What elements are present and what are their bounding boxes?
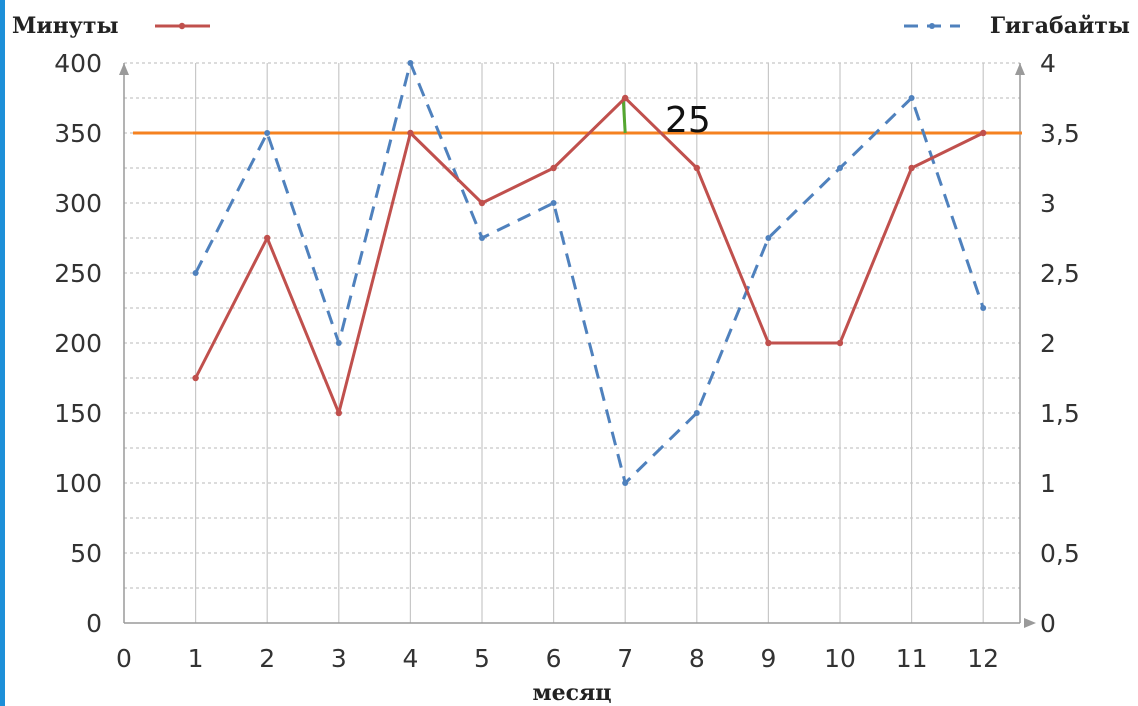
minutes-point <box>693 164 700 172</box>
y-tick-label-left: 0 <box>86 609 102 638</box>
x-tick-label: 7 <box>617 644 633 673</box>
gigabytes-point <box>407 60 414 66</box>
gigabytes-point <box>192 270 199 276</box>
legend-marker-minutes <box>178 22 186 30</box>
y-axis-left-arrow <box>119 63 129 75</box>
y-tick-label-right: 1 <box>1040 469 1056 498</box>
minutes-point <box>264 234 271 242</box>
gigabytes-point <box>908 95 915 101</box>
gigabytes-point <box>335 340 342 346</box>
y-tick-label-right: 3,5 <box>1040 119 1080 148</box>
minutes-point <box>478 199 486 207</box>
y-tick-label-left: 200 <box>54 329 102 358</box>
y-tick-label-right: 2,5 <box>1040 259 1080 288</box>
difference-label: 25 <box>665 100 711 141</box>
grid <box>124 62 1020 623</box>
minutes-point <box>407 129 414 137</box>
minutes-point <box>980 129 987 137</box>
x-tick-label: 0 <box>116 644 132 673</box>
axes <box>119 63 1036 628</box>
gigabytes-point <box>479 235 485 241</box>
x-tick-label: 6 <box>546 644 562 673</box>
y-tick-label-left: 100 <box>54 469 102 498</box>
y-tick-label-right: 0 <box>1040 609 1056 638</box>
y-tick-label-left: 350 <box>54 119 102 148</box>
legend-label-gigabytes: Гигабайты <box>990 13 1130 39</box>
minutes-point <box>836 339 844 347</box>
y-tick-label-left: 250 <box>54 259 102 288</box>
y-tick-label-left: 150 <box>54 399 102 428</box>
y-axis-right-arrow <box>1015 63 1025 75</box>
y-tick-label-left: 300 <box>54 189 102 218</box>
gigabytes-point <box>550 200 557 206</box>
gigabytes-point <box>622 480 629 486</box>
difference-marker <box>621 97 627 134</box>
left-edge-strip <box>0 0 5 706</box>
gigabytes-point <box>264 130 271 136</box>
y-tick-label-right: 2 <box>1040 329 1056 358</box>
legend: Минуты Гигабайты <box>12 13 1130 39</box>
reference-layer <box>133 97 1022 135</box>
y-tick-label-right: 4 <box>1040 49 1056 78</box>
x-axis-arrow <box>1024 618 1036 628</box>
series-line-gigabytes <box>194 61 985 485</box>
x-axis-title: месяц <box>532 680 611 706</box>
x-tick-label: 2 <box>259 644 275 673</box>
x-tick-label: 11 <box>896 644 928 673</box>
y-tick-label-right: 3 <box>1040 189 1056 218</box>
gigabytes-point <box>837 165 843 171</box>
series-layer <box>192 60 987 486</box>
gigabytes-point <box>693 410 700 416</box>
legend-label-minutes: Минуты <box>12 13 119 39</box>
minutes-point <box>192 374 199 382</box>
x-tick-label: 8 <box>689 644 705 673</box>
legend-marker-gigabytes <box>929 23 935 29</box>
x-tick-label: 1 <box>188 644 204 673</box>
minutes-point <box>335 409 342 417</box>
y-tick-label-left: 50 <box>70 539 102 568</box>
x-tick-label: 9 <box>760 644 776 673</box>
tick-labels: 05010015020025030035040000,511,522,533,5… <box>54 49 1079 673</box>
gigabytes-point <box>980 305 987 311</box>
y-tick-label-left: 400 <box>54 49 102 78</box>
minutes-point <box>908 164 915 172</box>
minutes-point <box>622 94 629 102</box>
x-tick-label: 10 <box>824 644 856 673</box>
minutes-point <box>550 164 557 172</box>
x-tick-label: 12 <box>967 644 999 673</box>
x-tick-label: 4 <box>402 644 418 673</box>
x-tick-label: 5 <box>474 644 490 673</box>
series-line-minutes <box>194 96 984 415</box>
x-tick-label: 3 <box>331 644 347 673</box>
y-tick-label-right: 0,5 <box>1040 539 1080 568</box>
minutes-point <box>765 339 772 347</box>
gigabytes-point <box>765 235 772 241</box>
y-tick-label-right: 1,5 <box>1040 399 1080 428</box>
